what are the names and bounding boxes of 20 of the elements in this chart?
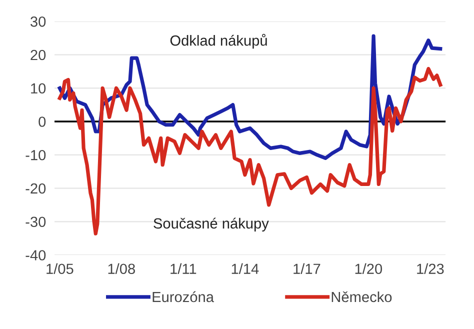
y-tick-label: 30 (30, 16, 46, 27)
legend-label: Německo (332, 291, 392, 302)
x-tick-label: 1/11 (170, 263, 196, 274)
x-tick-label: 1/20 (355, 263, 382, 274)
y-tick-label: 0 (38, 116, 46, 127)
y-tick-label: -30 (26, 216, 46, 228)
x-tick-label: 1/05 (46, 263, 74, 274)
x-tick-label: 1/23 (417, 263, 444, 274)
y-tick-label: -20 (26, 183, 46, 194)
line-series (58, 66, 442, 236)
y-tick-label: 10 (31, 83, 46, 94)
x-tick-label: 1/17 (294, 263, 320, 274)
annotation: Současné nákupy (154, 218, 269, 232)
annotation: Odklad nákupů (170, 34, 267, 49)
legend-label: Eurozóna (152, 291, 214, 302)
x-tick-label: 1/14 (232, 263, 259, 274)
y-tick-label: 20 (30, 50, 46, 60)
y-tick-label: -40 (26, 250, 46, 260)
x-tick-label: 1/08 (108, 263, 135, 274)
y-tick-label: -10 (26, 150, 46, 160)
